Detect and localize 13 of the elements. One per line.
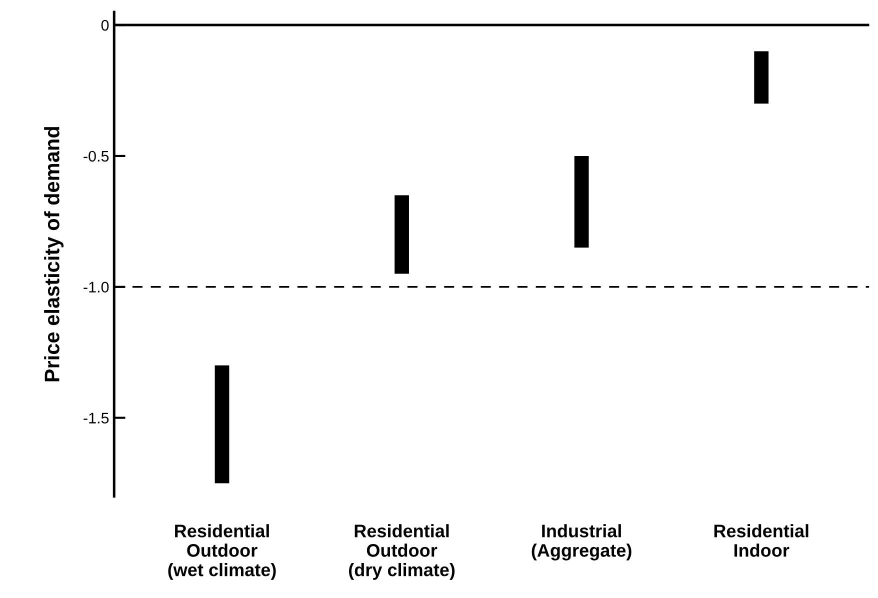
y-tick-label: -0.5: [84, 150, 109, 162]
bar: [754, 51, 769, 104]
bar: [574, 156, 589, 248]
y-tick-label: -1.0: [84, 282, 109, 293]
y-axis-title: Price elasticity of demand: [44, 126, 64, 382]
y-tick-label: 0: [101, 20, 109, 31]
x-tick-label: Residential Indoor: [714, 524, 808, 557]
y-tick-label: -1.5: [84, 412, 109, 424]
x-tick-label: Residential Outdoor (wet climate): [168, 524, 276, 580]
bar: [394, 195, 409, 274]
x-tick-label: Industrial (Aggregate): [532, 524, 632, 560]
bar: [214, 365, 230, 484]
x-tick-label: Residential Outdoor (dry climate): [349, 524, 455, 580]
